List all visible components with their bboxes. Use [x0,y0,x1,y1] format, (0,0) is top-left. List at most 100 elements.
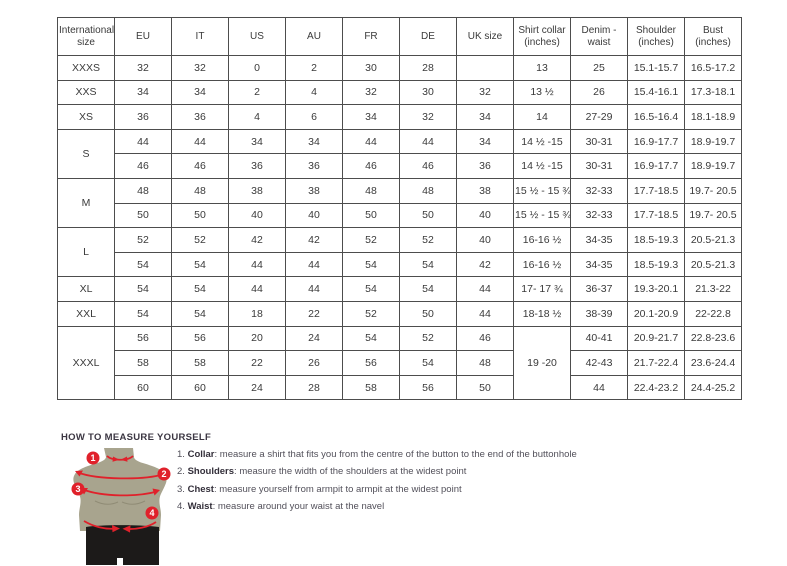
size-cell: 22.4-23.2 [627,374,685,401]
size-cell: M [57,177,115,229]
measure-step: 1. Collar: measure a shirt that fits you… [177,446,577,463]
svg-text:4: 4 [149,508,154,518]
column-header: AU [285,17,343,56]
size-cell: 32-33 [570,177,628,204]
step-number: 1. [177,449,185,460]
size-cell: 44 [228,251,286,278]
step-separator: : [213,483,220,495]
size-cell: 50 [171,202,229,229]
size-cell: 40 [456,202,514,229]
size-cell: 2 [228,79,286,106]
size-cell: XXS [57,79,115,106]
mannequin-chest-detail [94,500,146,505]
step-text: measure the width of the shoulders at th… [239,466,467,478]
size-cell: 58 [114,350,172,376]
size-cell: XL [57,276,115,302]
size-cell: 14 [513,104,571,130]
size-cell: 26 [570,79,628,106]
size-cell: 44 [114,128,172,155]
step-label: Waist [187,500,213,512]
size-cell: 34 [456,104,514,130]
step-label: Shoulders [187,466,235,478]
size-cell: 38 [228,177,286,204]
size-cell: 50 [399,202,457,229]
size-cell: 30 [399,79,457,106]
size-cell: 46 [342,153,400,179]
size-cell: 56 [399,374,457,401]
marker-3-badge: 3 [71,482,85,496]
size-cell: 17.7-18.5 [627,202,685,229]
measure-guide-title: HOW TO MEASURE YOURSELF [61,432,212,443]
size-cell: 36 [285,153,343,179]
size-cell: 34 [171,79,229,106]
size-cell: 50 [114,202,172,229]
size-cell: 34 [114,79,172,106]
table-row: S 44 44 34 34 44 44 34 14 ½ -15 30-31 16.9-17.7 18.… [57,128,742,179]
size-cell: 30 [342,55,400,81]
size-cell: 48 [171,177,229,204]
size-cell: 18-18 ½ [513,300,571,327]
size-cell: 19 -20 [513,325,571,401]
column-header: Shirt collar (inches) [513,17,571,56]
table-row: XXL 54 54 18 22 52 50 44 18-18 ½ 38-39 20.1-20.9 22… [57,300,742,327]
size-cell: 54 [114,300,172,327]
size-cell: 48 [342,177,400,204]
size-cell: 15 ½ - 15 ¾ [513,202,571,229]
marker-1-badge: 1 [86,451,100,465]
size-cell: 16-16 ½ [513,227,571,253]
size-cell: 54 [171,300,229,327]
size-cell: 54 [171,251,229,278]
size-cell: XXL [57,300,115,327]
table-row: XS 36 36 4 6 34 32 34 14 27-29 16.5-16.4 18.1-18.9 [57,104,742,130]
size-cell: 36 [228,153,286,179]
size-cell: 38-39 [570,300,628,327]
marker-2-badge: 2 [157,467,171,481]
neck-measure-arrows [112,456,128,462]
measure-steps-list: 1. Collar: measure a shirt that fits you… [177,446,577,515]
size-cell: 20.5-21.3 [684,251,742,278]
size-cell: 46 [114,153,172,179]
size-cell: 24 [228,374,286,401]
size-cell: 20.5-21.3 [684,227,742,253]
size-cell: 50 [399,300,457,327]
size-cell: 32 [171,55,229,81]
size-cell: 24 [285,325,343,352]
size-cell: 20.9-21.7 [627,325,685,352]
column-header: DE [399,17,457,56]
size-cell: 54 [342,325,400,352]
size-cell: 40-41 [570,325,628,352]
size-cell: 23.6-24.4 [684,350,742,376]
size-cell: 54 [399,276,457,302]
size-cell: 58 [342,374,400,401]
size-cell: 52 [342,227,400,253]
size-cell: 32 [456,79,514,106]
size-cell: 60 [114,374,172,401]
size-cell: 16.9-17.7 [627,128,685,155]
svg-text:3: 3 [75,484,80,494]
size-cell: L [57,227,115,278]
size-cell: 16.5-16.4 [627,104,685,130]
size-cell: 34 [228,128,286,155]
size-cell: 48 [399,177,457,204]
size-cell: 46 [456,325,514,352]
table-row: XXS 34 34 2 4 32 30 32 13 ½ 26 15.4-16.1 17.3-18.1 [57,79,742,106]
size-cell: 36-37 [570,276,628,302]
size-cell: XXXL [57,325,115,401]
size-cell: 34 [456,128,514,155]
measure-step: 4. Waist: measure around your waist at t… [177,498,577,515]
size-cell: 44 [570,374,628,401]
table-row: 60 60 24 28 58 56 50 44 22.4-23.2 24.4-25.2 [58,374,742,401]
size-cell: 44 [285,276,343,302]
column-header: International size [57,17,115,56]
table-row: XL 54 54 44 44 54 54 44 17- 17 ¾ 36-37 19.3-20.1 21… [57,276,742,302]
size-cell: 42 [228,227,286,253]
size-cell: 22 [285,300,343,327]
size-cell: 32 [114,55,172,81]
size-cell: 56 [342,350,400,376]
waist-measure-arrows [112,525,131,533]
size-cell: 40 [228,202,286,229]
size-cell: 54 [171,276,229,302]
table-row: 50 50 40 40 50 50 40 15 ½ - 15 ¾ 32-33 17.7-18.5 1… [58,202,742,229]
size-cell: 17.7-18.5 [627,177,685,204]
table-row: 54 54 44 44 54 54 42 16-16 ½ 34-35 18.5-19.3 20.5-… [58,251,742,278]
